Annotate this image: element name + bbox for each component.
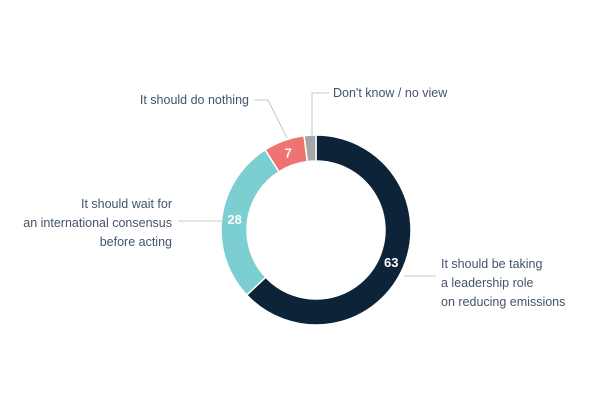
data-label-do-nothing: 7: [285, 145, 292, 160]
callout-line: an international consensus: [23, 216, 172, 230]
callout-do-nothing: It should do nothing: [140, 93, 249, 107]
data-label-wait-consensus: 28: [227, 212, 241, 227]
callout-line: It should do nothing: [140, 93, 249, 107]
slice-dont-know: [303, 134, 317, 163]
callout-line: It should wait for: [81, 197, 172, 211]
callout-line: It should be taking: [441, 257, 543, 271]
callout-line: before acting: [100, 235, 172, 249]
leader-line-do-nothing: [254, 99, 288, 139]
data-label-leadership: 63: [384, 255, 398, 270]
callout-line: on reducing emissions: [441, 295, 565, 309]
callout-dont-know: Don't know / no view: [333, 86, 448, 100]
callout-line: a leadership role: [441, 276, 533, 290]
callout-line: Don't know / no view: [333, 86, 448, 100]
slice-leadership: [245, 134, 412, 326]
callout-wait-consensus: It should wait for an international conse…: [23, 197, 172, 249]
callout-leadership: It should be taking a leadership role on r…: [441, 257, 565, 309]
leader-line-dont-know: [311, 92, 329, 136]
